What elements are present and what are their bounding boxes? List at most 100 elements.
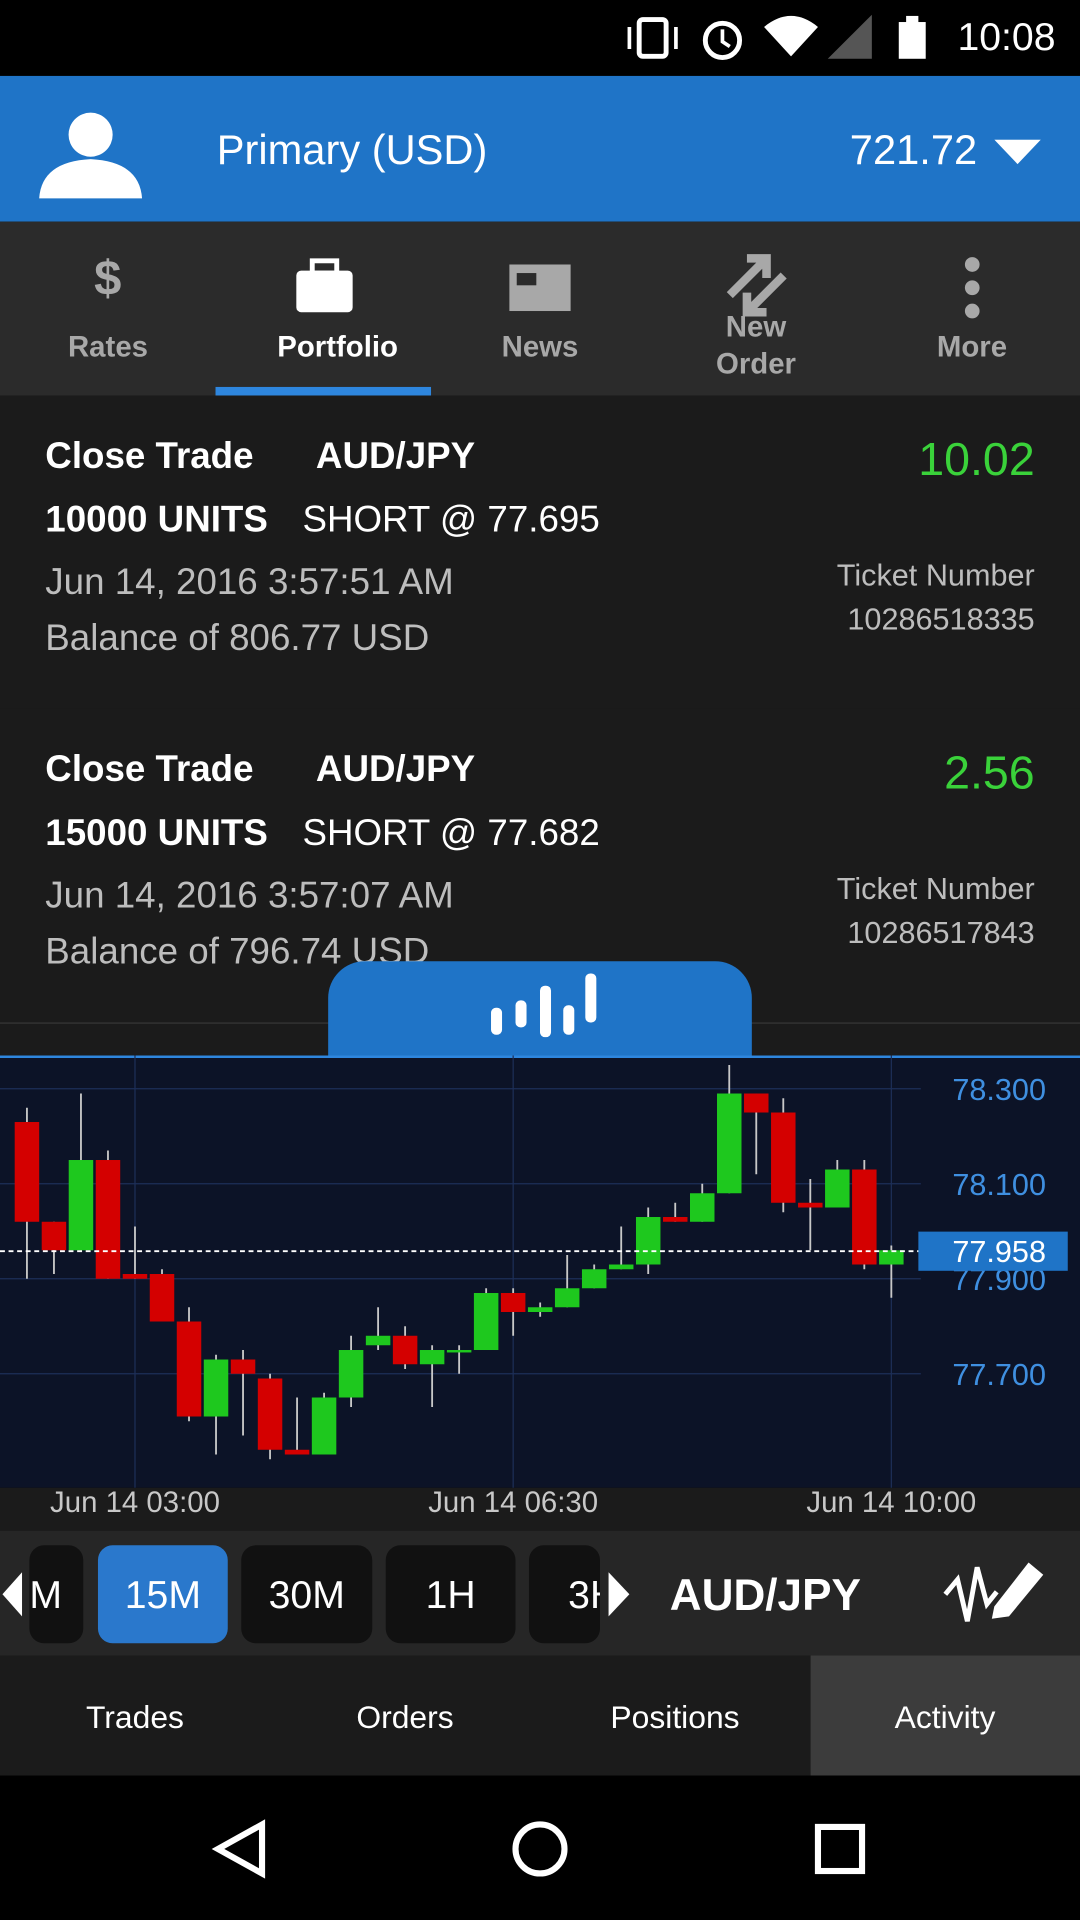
candle-body — [825, 1169, 850, 1208]
candle-body — [230, 1359, 256, 1374]
side: SHORT @ 77.682 — [302, 813, 600, 854]
pair: AUD/JPY — [315, 435, 476, 477]
ticket-number: 10286518335 — [847, 602, 1035, 637]
ticket-number: 10286517843 — [847, 915, 1035, 951]
ticket-label: Ticket Number — [836, 558, 1035, 593]
activity-list: Close Trade AUD/JPY 10000 UNITS SHORT @ 77.… — [0, 395, 1080, 1057]
candle-body — [122, 1274, 148, 1279]
nav-tab[interactable]: More — [864, 222, 1080, 396]
candle-body — [635, 1217, 661, 1265]
candle-body — [149, 1274, 175, 1322]
candle-body — [176, 1321, 202, 1417]
clock: 10:08 — [957, 14, 1056, 59]
y-tick-label: 77.700 — [952, 1358, 1046, 1392]
navigation-bar — [0, 1775, 1080, 1920]
x-tick-label: Jun 14 06:30 — [428, 1486, 598, 1519]
candle-body — [446, 1350, 472, 1353]
candle-body — [14, 1122, 40, 1222]
candle-body — [338, 1350, 364, 1398]
action: Close Trade — [45, 435, 254, 477]
bottom-tab[interactable]: Activity — [810, 1655, 1080, 1776]
nav-tab-label: News — [501, 330, 579, 364]
nav-icons[interactable] — [0, 1776, 1080, 1920]
action: Close Trade — [45, 749, 254, 790]
candle-body — [500, 1293, 526, 1313]
candle-body — [771, 1112, 796, 1203]
candle-body — [419, 1350, 445, 1365]
timeframe-button[interactable]: 1H — [385, 1545, 516, 1644]
trade-time: Jun 14, 2016 3:57:51 AM — [45, 562, 454, 603]
candle-body — [744, 1093, 769, 1113]
tab-icons: $ — [94, 252, 980, 319]
candle-body — [554, 1288, 580, 1308]
nav-tab[interactable]: Rates — [0, 222, 216, 396]
candle-body — [879, 1250, 904, 1265]
candle-body — [257, 1378, 283, 1450]
ticket-label: Ticket Number — [836, 871, 1035, 907]
candle-body — [852, 1169, 877, 1265]
candle-body — [284, 1449, 310, 1455]
bottom-tab[interactable]: Orders — [356, 1698, 454, 1736]
x-axis-background — [0, 1487, 1080, 1531]
account-value: 721.72 — [849, 127, 978, 174]
balance: Balance of 806.77 USD — [45, 618, 430, 659]
activity-item[interactable]: Close Trade AUD/JPY 10000 UNITS SHORT @ 77.… — [0, 395, 1080, 711]
candle-body — [68, 1160, 94, 1251]
pair: AUD/JPY — [315, 749, 476, 790]
candle-body — [581, 1269, 607, 1289]
timeframe-button[interactable]: 3H — [528, 1545, 601, 1644]
candle-body — [392, 1335, 418, 1365]
x-tick-label: Jun 14 10:00 — [806, 1486, 976, 1519]
profit-loss: 2.56 — [944, 748, 1035, 800]
bottom-tab[interactable]: Positions — [610, 1698, 740, 1736]
x-tick-label: Jun 14 03:00 — [50, 1486, 220, 1519]
candle-body — [717, 1093, 742, 1194]
bottom-tab[interactable]: Trades — [86, 1698, 184, 1736]
profit-loss: 10.02 — [918, 434, 1035, 487]
nav-tab[interactable]: New Order — [648, 222, 864, 396]
instrument[interactable]: AUD/JPY — [669, 1569, 861, 1621]
side: SHORT @ 77.695 — [302, 499, 600, 541]
timeframe-arrows — [2, 1562, 1044, 1622]
candle-body — [662, 1217, 688, 1222]
y-tick-label: 78.300 — [952, 1073, 1046, 1107]
timeframe-button[interactable]: M — [29, 1545, 84, 1644]
units: 15000 UNITS — [45, 813, 268, 854]
avatar-icon — [39, 112, 143, 199]
active-tab-indicator — [215, 386, 432, 396]
chart-toggle-icon — [491, 973, 597, 1038]
status-bar: 10:08 — [0, 0, 1080, 76]
svg-text:$: $ — [94, 252, 121, 306]
candle-body — [527, 1307, 553, 1313]
timeframe-button[interactable]: 15M — [97, 1545, 228, 1644]
current-price-label: 77.958 — [952, 1235, 1046, 1269]
nav-tab-label: New Order — [715, 311, 796, 381]
nav-tab[interactable]: News — [432, 222, 648, 396]
candle-body — [798, 1202, 823, 1208]
candle-body — [311, 1397, 337, 1455]
dropdown-arrow — [994, 139, 1041, 165]
candle-body — [365, 1335, 391, 1346]
nav-tab-label: More — [936, 330, 1008, 364]
candle-body — [41, 1221, 67, 1251]
candle-body — [473, 1293, 499, 1351]
candle-body — [203, 1359, 229, 1417]
candle-body — [95, 1160, 121, 1279]
y-tick-label: 78.100 — [952, 1168, 1046, 1202]
nav-tab-label: Portfolio — [277, 330, 399, 364]
candle-body — [608, 1264, 634, 1270]
trade-time: Jun 14, 2016 3:57:07 AM — [45, 875, 454, 916]
units: 10000 UNITS — [45, 499, 268, 541]
account-name: Primary (USD) — [216, 127, 488, 174]
current-price-box — [918, 1231, 1068, 1271]
timeframe-button[interactable]: 30M — [241, 1545, 373, 1644]
nav-tab[interactable]: Portfolio — [216, 222, 432, 396]
chart-toggle[interactable] — [328, 961, 752, 1057]
status-icons — [627, 14, 926, 61]
candle-body — [690, 1193, 715, 1222]
nav-tab-label: Rates — [67, 330, 149, 364]
account-header[interactable]: Primary (USD) 721.72 — [0, 75, 1080, 222]
